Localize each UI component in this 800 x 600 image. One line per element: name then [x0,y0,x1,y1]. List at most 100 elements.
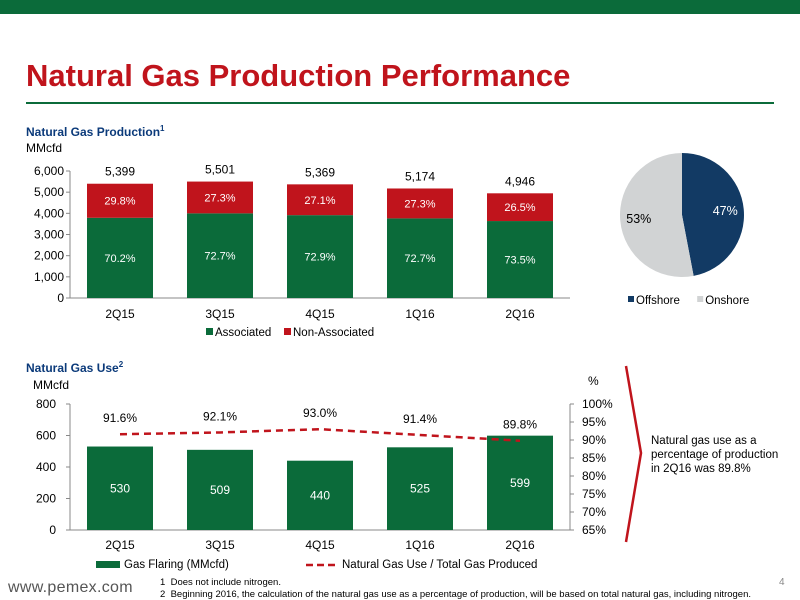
use-callout: Natural gas use as a percentage of produ… [651,435,779,475]
production-unit: MMcfd [26,141,62,155]
footnote-1: 1 Does not include nitrogen. [160,577,281,588]
title-rule [26,102,774,104]
use-bar-gas-flaring [387,447,453,530]
production-bar-associated [487,221,553,298]
pie-legend-swatch [628,296,634,302]
use-legend-line-label: Natural Gas Use / Total Gas Produced [342,559,537,571]
production-y-tick-label: 5,000 [34,185,64,199]
production-x-tick-label: 4Q15 [305,307,335,321]
use-bar-gas-flaring [87,446,153,530]
production-title-text: Natural Gas Production [26,125,161,139]
use-y-tick-label: 0 [49,523,56,537]
production-label-associated: 70.2% [104,253,135,265]
production-total-label: 5,501 [205,163,235,177]
use-unit-right: % [588,374,599,388]
use-title-text: Natural Gas Use [26,361,119,375]
pie-slice [620,153,694,277]
use-x-tick-label: 2Q16 [505,538,535,552]
use-bar-gas-flaring [287,460,353,530]
production-y-tick-label: 0 [57,291,64,305]
pie-slice-label: 47% [713,204,738,218]
use-line-label: 93.0% [303,406,337,420]
production-section-title: Natural Gas Production1 [26,124,164,139]
production-bar-non-associated [87,183,153,218]
use-legend-bar-swatch [96,561,120,568]
use-y2-tick-label: 90% [582,433,606,447]
use-y2-tick-label: 100% [582,397,613,411]
pie-legend-label: Offshore [636,295,680,307]
production-label-non-associated: 27.3% [204,192,235,204]
pie-legend-label: Onshore [705,295,749,307]
use-y-tick-label: 200 [36,492,56,506]
production-legend-label: Non-Associated [293,327,374,339]
production-total-label: 5,369 [305,165,335,179]
use-y2-tick-label: 75% [582,487,606,501]
footnote-2: 2 Beginning 2016, the calculation of the… [160,589,751,600]
top-bar [0,0,800,14]
use-bar-label: 599 [510,476,530,490]
pemex-logo: www.pemex.com [8,579,133,596]
production-label-non-associated: 27.1% [304,195,335,207]
use-line-label: 92.1% [203,409,237,423]
use-bar-gas-flaring [187,449,253,530]
footnote-2-text: Beginning 2016, the calculation of the n… [170,589,752,600]
pie-legend-swatch [697,296,704,302]
production-label-associated: 72.7% [204,251,235,263]
use-line-label: 91.4% [403,412,437,426]
pie-slice [682,153,744,276]
use-y2-tick-label: 80% [582,469,606,483]
use-y2-tick-label: 95% [582,415,606,429]
use-bar-label: 509 [210,483,230,497]
production-bar-non-associated [387,188,453,219]
production-total-label: 5,174 [405,169,435,183]
production-x-tick-label: 1Q16 [405,307,435,321]
production-x-tick-label: 3Q15 [205,307,235,321]
callout-bracket [624,365,643,543]
production-bar-non-associated [487,193,553,222]
page-title: Natural Gas Production Performance [26,58,571,93]
use-line-series [119,427,521,442]
use-bar-label: 525 [410,482,430,496]
use-bar-label: 440 [310,488,330,502]
use-bar-label: 530 [110,481,130,495]
production-label-non-associated: 27.3% [404,198,435,210]
footnote-1-num: 1 [160,577,166,588]
production-y-tick-label: 3,000 [34,228,64,242]
use-line-label: 91.6% [103,411,137,425]
production-y-tick-label: 6,000 [34,164,64,178]
production-label-associated: 73.5% [504,255,535,267]
production-label-associated: 72.7% [404,253,435,265]
production-y-tick-label: 2,000 [34,249,64,263]
pie-slice-label: 53% [626,212,651,226]
use-y2-tick-label: 85% [582,451,606,465]
use-y-tick-label: 600 [36,429,56,443]
use-x-tick-label: 3Q15 [205,538,235,552]
production-bar-non-associated [287,184,353,216]
footnote-1-text: Does not include nitrogen. [170,577,281,588]
use-x-tick-label: 2Q15 [105,538,135,552]
use-unit-left: MMcfd [33,378,69,392]
use-legend-bar-label: Gas Flaring (MMcfd) [124,559,229,571]
use-x-tick-label: 1Q16 [405,538,435,552]
production-bar-associated [387,218,453,298]
use-section-title: Natural Gas Use2 [26,360,123,375]
use-y-tick-label: 800 [36,397,56,411]
production-bar-associated [287,215,353,298]
use-line-label: 89.8% [503,418,537,432]
production-label-non-associated: 29.8% [104,196,135,208]
production-x-tick-label: 2Q15 [105,307,135,321]
production-legend-label: Associated [215,327,271,339]
footnote-2-num: 2 [160,589,166,600]
production-legend-swatch [284,328,291,335]
production-total-label: 5,399 [105,165,135,179]
production-bar-non-associated [187,181,253,214]
production-bar-associated [87,217,153,298]
production-bar-associated [187,213,253,298]
production-label-associated: 72.9% [304,252,335,264]
use-y-tick-label: 400 [36,460,56,474]
production-total-label: 4,946 [505,174,535,188]
production-y-tick-label: 1,000 [34,270,64,284]
use-title-note: 2 [118,360,124,369]
production-legend-swatch [206,328,213,335]
